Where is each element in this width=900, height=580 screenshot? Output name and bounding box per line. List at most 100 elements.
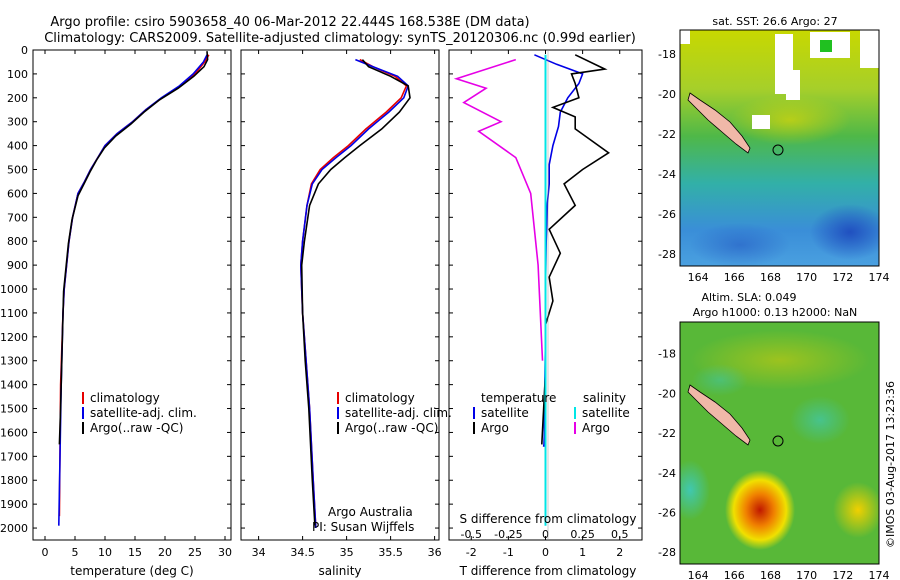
header-line1: Argo profile: csiro 5903658_40 06-Mar-20… bbox=[50, 15, 529, 30]
lon-tick-label: 168 bbox=[760, 569, 781, 580]
x-tick-label: 36 bbox=[428, 546, 442, 559]
lat-tick-label: -26 bbox=[658, 208, 676, 221]
lon-tick-label: 174 bbox=[869, 569, 890, 580]
sla-map bbox=[680, 322, 879, 564]
lat-tick-label: -20 bbox=[658, 387, 676, 400]
s-tick-label: -0.5 bbox=[461, 528, 482, 541]
depth-tick-label: 500 bbox=[7, 164, 28, 177]
series-climatology bbox=[299, 58, 408, 529]
series-satellite-adj-clim- bbox=[58, 54, 208, 526]
x-tick-label: 25 bbox=[188, 546, 202, 559]
lat-tick-label: -26 bbox=[658, 506, 676, 519]
lat-tick-label: -28 bbox=[658, 546, 676, 559]
legend-argo-label: Argo(..raw -QC) bbox=[345, 421, 438, 435]
lon-tick-label: 172 bbox=[832, 271, 853, 284]
lon-tick-label: 166 bbox=[724, 271, 745, 284]
s-difference-axis-label: S difference from climatology bbox=[460, 512, 637, 526]
sst-map bbox=[680, 30, 879, 266]
x-tick-label: 20 bbox=[158, 546, 172, 559]
header-line2: Climatology: CARS2009. Satellite-adjuste… bbox=[44, 31, 636, 46]
s-tick-label: 0 bbox=[542, 528, 549, 541]
legend-sat-label: satellite-adj. clim. bbox=[90, 406, 197, 420]
depth-tick-label: 1900 bbox=[0, 498, 28, 511]
sla-map-title-line1: Altim. SLA: 0.049 bbox=[701, 291, 796, 304]
float-operator: Argo Australia bbox=[328, 505, 413, 519]
x-tick-label: 10 bbox=[98, 546, 112, 559]
x-tick-label: 5 bbox=[72, 546, 79, 559]
legend-temp-sat-label: satellite bbox=[481, 406, 529, 420]
temperature-axes bbox=[32, 49, 232, 541]
depth-tick-label: 1400 bbox=[0, 379, 28, 392]
lon-tick-label: 166 bbox=[724, 569, 745, 580]
series-satellite-adj-clim- bbox=[299, 58, 410, 529]
difference-legend: temperature salinity satellite Argo sate… bbox=[473, 391, 630, 435]
lon-tick-label: 172 bbox=[832, 569, 853, 580]
lat-tick-label: -22 bbox=[658, 128, 676, 141]
legend-clim-label: climatology bbox=[90, 391, 160, 405]
lon-tick-label: 170 bbox=[796, 569, 817, 580]
depth-tick-label: 1500 bbox=[0, 403, 28, 416]
depth-tick-label: 300 bbox=[7, 116, 28, 129]
depth-tick-label: 400 bbox=[7, 140, 28, 153]
x-tick-label: 2 bbox=[616, 546, 623, 559]
temperature-xlabel: temperature (deg C) bbox=[70, 564, 193, 578]
depth-tick-label: 900 bbox=[7, 259, 28, 272]
credit-stamp: ©IMOS 03-Aug-2017 13:23:36 bbox=[884, 381, 897, 548]
depth-tick-label: 200 bbox=[7, 92, 28, 105]
lat-tick-label: -18 bbox=[658, 348, 676, 361]
depth-tick-label: 1000 bbox=[0, 283, 28, 296]
lat-tick-label: -24 bbox=[658, 467, 676, 480]
x-tick-label: -2 bbox=[466, 546, 477, 559]
lon-tick-label: 164 bbox=[688, 569, 709, 580]
series-salinity-argo bbox=[453, 58, 544, 361]
s-tick-label: 0.25 bbox=[570, 528, 595, 541]
lon-tick-label: 170 bbox=[796, 271, 817, 284]
argo-float-marker bbox=[772, 144, 784, 156]
sst-map-title: sat. SST: 26.6 Argo: 27 bbox=[712, 15, 837, 28]
x-tick-label: 1 bbox=[579, 546, 586, 559]
legend-temp-argo-label: Argo bbox=[481, 421, 509, 435]
depth-tick-label: 1200 bbox=[0, 331, 28, 344]
series-climatology bbox=[58, 54, 210, 517]
depth-tick-label: 1800 bbox=[0, 474, 28, 487]
lon-tick-label: 174 bbox=[869, 271, 890, 284]
x-tick-label: 0 bbox=[542, 546, 549, 559]
new-caledonia-island bbox=[687, 384, 751, 446]
series-argo bbox=[58, 51, 209, 445]
salinity-axes bbox=[240, 49, 440, 541]
depth-tick-label: 2000 bbox=[0, 522, 28, 535]
legend-argo-label: Argo(..raw -QC) bbox=[90, 421, 183, 435]
new-caledonia-island bbox=[687, 92, 751, 154]
legend-temperature-title: temperature bbox=[481, 391, 556, 405]
x-tick-label: 0 bbox=[42, 546, 49, 559]
s-tick-label: -0.25 bbox=[494, 528, 522, 541]
depth-tick-label: 1300 bbox=[0, 355, 28, 368]
depth-tick-label: 700 bbox=[7, 211, 28, 224]
depth-tick-label: 0 bbox=[21, 44, 28, 57]
x-tick-label: 30 bbox=[218, 546, 232, 559]
depth-tick-label: 600 bbox=[7, 187, 28, 200]
depth-tick-label: 800 bbox=[7, 235, 28, 248]
salinity-legend: climatology satellite-adj. clim. Argo(..… bbox=[337, 391, 452, 435]
lon-tick-label: 168 bbox=[760, 271, 781, 284]
temperature-legend: climatology satellite-adj. clim. Argo(..… bbox=[82, 391, 197, 435]
x-tick-label: 35 bbox=[340, 546, 354, 559]
lat-tick-label: -24 bbox=[658, 168, 676, 181]
t-difference-xlabel: T difference from climatology bbox=[459, 564, 637, 578]
legend-sal-argo-label: Argo bbox=[582, 421, 610, 435]
lat-tick-label: -22 bbox=[658, 427, 676, 440]
depth-tick-label: 100 bbox=[7, 68, 28, 81]
x-tick-label: 34 bbox=[252, 546, 266, 559]
depth-tick-label: 1600 bbox=[0, 426, 28, 439]
x-tick-label: -1 bbox=[503, 546, 514, 559]
x-tick-label: 35.5 bbox=[378, 546, 403, 559]
series-temperature-argo bbox=[541, 54, 611, 445]
series-argo bbox=[300, 59, 411, 526]
lat-tick-label: -28 bbox=[658, 248, 676, 261]
depth-tick-label: 1100 bbox=[0, 307, 28, 320]
lat-tick-label: -20 bbox=[658, 88, 676, 101]
legend-sat-label: satellite-adj. clim. bbox=[345, 406, 452, 420]
x-tick-label: 15 bbox=[128, 546, 142, 559]
legend-clim-label: climatology bbox=[345, 391, 415, 405]
